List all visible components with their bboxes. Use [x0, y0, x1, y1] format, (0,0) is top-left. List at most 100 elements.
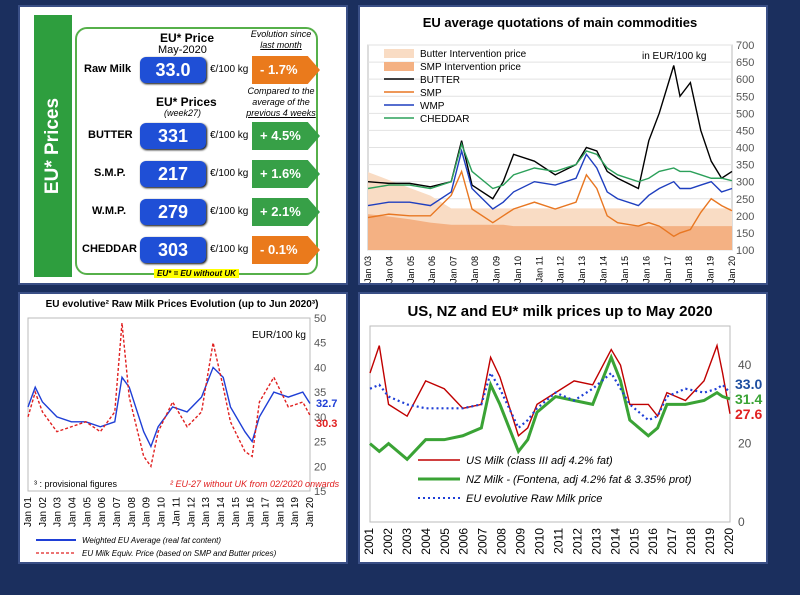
x-tick-label: 2004: [419, 528, 433, 555]
compare-line-2: average of the: [252, 97, 310, 107]
x-tick-label: Jan 16: [246, 497, 257, 527]
y-tick-label: 400: [736, 143, 754, 155]
x-tick-label: 2010: [533, 528, 547, 555]
side-title-banner: EU* Prices: [34, 15, 72, 277]
x-tick-label: 2018: [684, 528, 698, 555]
wmp-change: + 2.1%: [252, 198, 320, 226]
commodities-chart-panel: EU average quotations of main commoditie…: [358, 5, 768, 285]
x-tick-label: Jan 10: [157, 497, 168, 527]
legend-label-3: SMP: [420, 88, 442, 99]
x-tick-label: Jan 13: [577, 256, 587, 283]
butter-price: 331: [140, 123, 206, 149]
evolution-header-1: Evolution since: [250, 29, 312, 39]
y-tick-label: 100: [736, 245, 754, 257]
x-tick-label: 2017: [665, 528, 679, 555]
smp-unit: €/100 kg: [210, 168, 249, 179]
x-tick-label: Jan 06: [427, 256, 437, 283]
evolution-header-2: last month: [260, 40, 302, 50]
y-tick-label: 650: [736, 57, 754, 69]
x-tick-label: Jan 14: [216, 497, 227, 527]
y-tick-label: 300: [736, 177, 754, 189]
series-band-1: [368, 214, 732, 250]
cheddar-label: CHEDDAR: [82, 243, 137, 255]
legend-label-2: EU evolutive Raw Milk price: [466, 493, 602, 505]
butter-unit: €/100 kg: [210, 130, 249, 141]
x-tick-label: Jan 15: [620, 256, 630, 283]
y-tick-label: 700: [736, 40, 754, 52]
x-tick-label: Jan 18: [684, 256, 694, 283]
x-tick-label: Jan 08: [127, 497, 138, 527]
series-line-2: [369, 370, 731, 430]
end-label-red: 30.3: [316, 418, 337, 430]
compare-line-3: previous 4 weeks: [246, 108, 316, 118]
x-tick-label: Jan 05: [406, 256, 416, 283]
x-tick-label: Jan 02: [38, 497, 49, 527]
x-tick-label: 2005: [438, 528, 452, 555]
x-tick-label: Jan 07: [449, 256, 459, 283]
x-tick-label: Jan 05: [82, 497, 93, 527]
x-tick-label: 2008: [495, 528, 509, 555]
x-tick-label: Jan 08: [470, 256, 480, 283]
series-line-4: [367, 148, 733, 210]
x-tick-label: Jan 01: [23, 497, 34, 527]
x-tick-label: Jan 13: [201, 497, 212, 527]
legend-label-0: Butter Intervention price: [420, 49, 527, 60]
series-line-5: [367, 141, 733, 190]
plot-area: [369, 325, 731, 523]
y-tick-label: 15: [314, 486, 326, 498]
unit-label: EUR/100 kg: [252, 330, 306, 341]
x-tick-label: Jan 17: [260, 497, 271, 527]
legend-label-0: US Milk (class III adj 4.2% fat): [466, 455, 613, 467]
butter-change: + 4.5%: [252, 122, 320, 150]
end-label-eu: 33.0: [735, 376, 762, 392]
x-tick-label: Jan 04: [384, 256, 394, 283]
y-tick-label: 500: [736, 108, 754, 120]
y-tick-label: 50: [314, 313, 326, 325]
x-tick-label: 2012: [570, 528, 584, 555]
x-tick-label: Jan 03: [53, 497, 64, 527]
legend-label-1: NZ Milk - (Fontena, adj 4.2% fat & 3.35%…: [466, 474, 692, 486]
y-tick-label: 250: [736, 194, 754, 206]
x-tick-label: 2016: [646, 528, 660, 555]
y-tick-label: 40: [314, 362, 326, 374]
legend-label-0: Weighted EU Average (real fat content): [82, 536, 221, 545]
eu-footnote: EU* = EU without UK: [154, 269, 239, 278]
x-tick-label: Jan 16: [641, 256, 651, 283]
x-tick-label: Jan 20: [727, 256, 737, 283]
x-tick-label: 2006: [457, 528, 471, 555]
x-tick-label: Jan 06: [97, 497, 108, 527]
y-tick-label: 45: [314, 338, 326, 350]
y-tick-label: 200: [736, 211, 754, 223]
y-tick-label: 450: [736, 125, 754, 137]
x-tick-label: Jan 19: [706, 256, 716, 283]
wmp-price: 279: [140, 199, 206, 225]
series-line-1: [369, 353, 731, 462]
raw-milk-unit: €/100 kg: [210, 64, 249, 75]
x-tick-label: Jan 04: [68, 497, 79, 527]
x-tick-label: 2019: [703, 528, 717, 555]
y-tick-label: 550: [736, 91, 754, 103]
x-tick-label: Jan 11: [534, 256, 544, 282]
legend-label-2: BUTTER: [420, 75, 460, 86]
raw-milk-price: 33.0: [140, 57, 206, 83]
series-line-3: [367, 169, 733, 238]
x-tick-label: Jan 09: [491, 256, 501, 283]
cheddar-price: 303: [140, 237, 206, 263]
x-tick-label: Jan 18: [275, 497, 286, 527]
cheddar-change: - 0.1%: [252, 236, 320, 264]
x-tick-label: Jan 15: [231, 497, 242, 527]
raw-milk-chart: EU evolutive² Raw Milk Prices Evolution …: [23, 299, 340, 558]
y-tick-label: 20: [738, 437, 752, 451]
y-tick-label: 35: [314, 387, 326, 399]
x-tick-label: 2002: [381, 528, 395, 555]
prices-week: (week27): [164, 108, 202, 118]
end-label-nz: 31.4: [735, 391, 762, 407]
x-tick-label: 2015: [627, 528, 641, 555]
commodities-chart: EU average quotations of main commoditie…: [363, 15, 754, 283]
y-tick-label: 20: [314, 461, 326, 473]
side-title: EU* Prices: [42, 97, 63, 195]
x-tick-label: 2009: [514, 528, 528, 555]
raw-milk-label: Raw Milk: [84, 63, 132, 75]
y-tick-label: 25: [314, 437, 326, 449]
